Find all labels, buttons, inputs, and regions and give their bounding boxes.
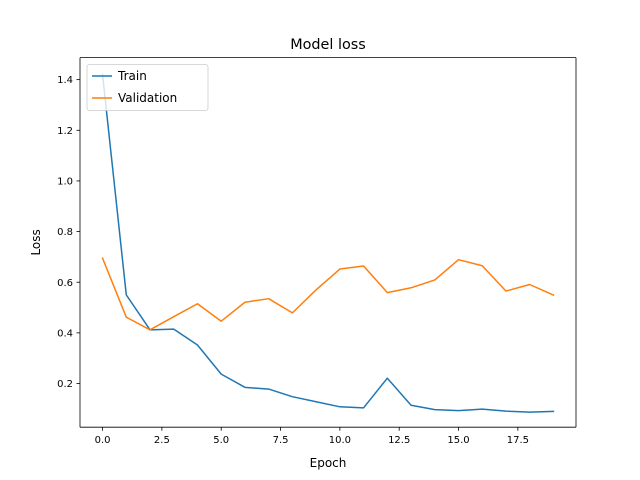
y-tick-label: 0.4 <box>57 328 73 339</box>
y-tick-label: 1.0 <box>57 177 73 188</box>
series-line-train <box>101 73 555 413</box>
legend-label-train: Train <box>117 69 147 83</box>
y-tick-label: 1.2 <box>57 126 73 137</box>
x-tick-label: 15.0 <box>447 435 469 446</box>
y-axis-label: Loss <box>29 229 43 255</box>
y-tick-label: 0.6 <box>57 278 73 289</box>
x-axis-label: Epoch <box>310 456 347 470</box>
chart-title: Model loss <box>290 37 366 53</box>
series-lines <box>101 73 555 413</box>
series-line-validation <box>101 257 555 331</box>
plot-area <box>80 57 576 428</box>
x-tick-label: 7.5 <box>273 435 289 446</box>
x-tick-label: 10.0 <box>329 435 351 446</box>
x-tick-label: 12.5 <box>388 435 410 446</box>
x-tick-label: 17.5 <box>507 435 529 446</box>
x-tick-label: 5.0 <box>213 435 229 446</box>
y-tick-label: 0.8 <box>57 227 73 238</box>
x-axis-ticks: 0.0 2.5 5.0 7.5 10.0 12.5 15.0 17.5 <box>95 427 529 446</box>
legend-box <box>86 64 209 111</box>
x-tick-label: 0.0 <box>95 435 111 446</box>
y-axis-ticks: 0.2 0.4 0.6 0.8 1.0 1.2 1.4 <box>57 75 80 390</box>
x-tick-label: 2.5 <box>154 435 170 446</box>
axes-frame <box>79 57 577 428</box>
legend-label-validation: Validation <box>118 91 177 105</box>
y-tick-label: 0.2 <box>57 379 73 390</box>
legend: Train Validation <box>86 64 209 111</box>
y-tick-label: 1.4 <box>57 75 73 86</box>
